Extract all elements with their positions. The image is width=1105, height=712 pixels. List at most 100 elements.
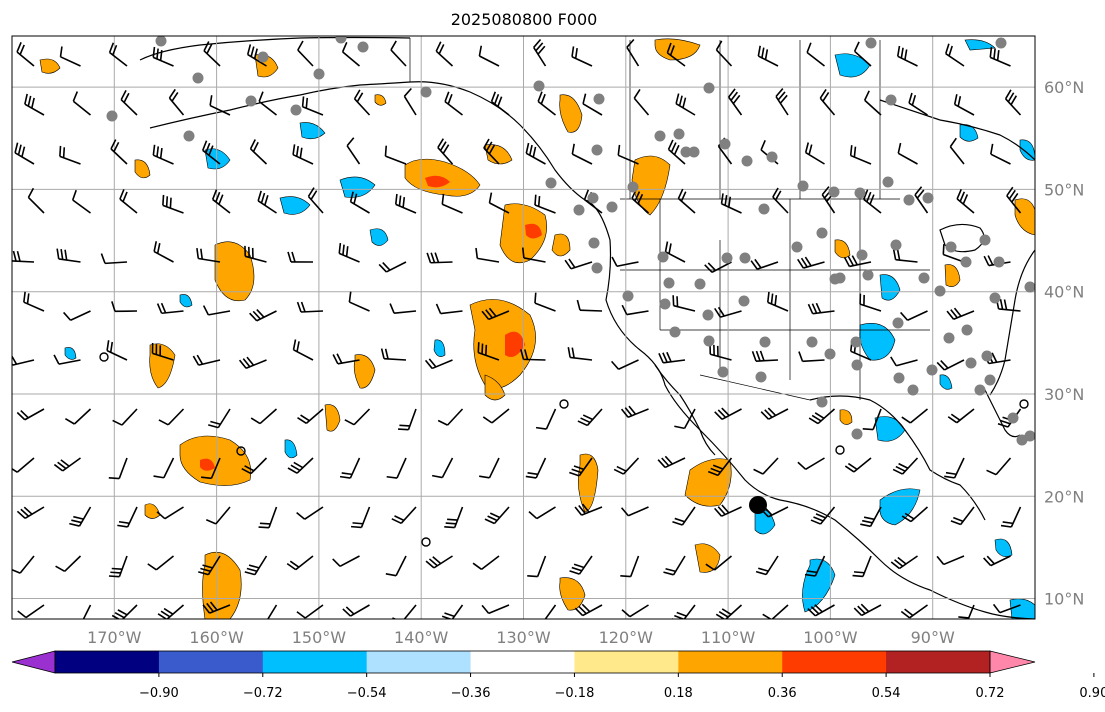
anomaly-blob [994,538,1013,557]
station-marker [155,36,167,47]
anomaly-blob [64,347,77,360]
station-marker [739,252,751,264]
wind-barb [989,46,1011,67]
wind-barb [992,603,1021,614]
wind-barb [574,503,603,516]
wind-barb [490,91,510,116]
colorbar-tick-label: 0.54 [872,686,901,701]
wind-barb [441,193,463,214]
wind-barb [901,408,929,424]
colorbar-tick-label: −0.18 [555,686,595,701]
wind-barb [200,457,221,480]
wind-barb [807,302,835,315]
wind-barb [162,194,184,214]
colorbar-tick-label: 0.90 [1079,686,1105,701]
station-marker [943,332,955,344]
wind-barb [168,88,185,116]
wind-barb [849,145,872,165]
anomaly-blob [559,577,586,611]
wind-barb [525,142,546,165]
anomaly-core [200,458,215,471]
station-marker [593,93,605,105]
station-marker [828,186,840,198]
wind-barb [707,457,733,477]
wind-barb [111,301,138,313]
wind-barb [621,304,649,316]
wind-barb [82,604,92,619]
anomaly-blob [879,274,901,301]
station-marker [961,324,973,336]
station-marker [806,336,818,348]
wind-barb [108,457,128,480]
map-title: 2025080800 F000 [450,10,598,29]
station-marker [573,204,585,216]
wind-barb [69,506,92,527]
wind-barb [949,137,965,165]
wind-barb [663,555,686,576]
anomaly-blob [179,435,252,486]
wind-barb [750,258,779,270]
coastline-alaska-north [139,36,411,61]
anomaly-blob [179,294,193,308]
wind-barb [863,90,882,116]
station-marker [257,51,269,63]
wind-barb [810,506,836,525]
wind-barb [946,307,975,320]
wind-barb [477,342,500,361]
anomaly-blob [964,39,996,51]
station-marker [694,278,706,290]
wind-barb [953,94,975,116]
station-marker [627,181,639,193]
wind-barb [297,408,324,425]
latitude-label: 50°N [1044,180,1084,199]
station-marker [622,290,634,302]
wind-barb [380,348,407,361]
wind-barb [481,604,510,615]
wind-barb [244,245,267,263]
station-marker [850,336,862,348]
anomaly-blob [469,299,536,389]
station-marker [862,269,874,281]
wind-barb [797,457,825,470]
open-circle-marker [559,399,569,409]
wind-barb [151,342,174,361]
wind-barb [950,506,975,526]
wind-barb [705,555,733,571]
wind-barb [479,457,500,479]
wind-barb [674,408,696,430]
wind-barb [666,42,686,67]
wind-barb [384,145,407,165]
wind-barb [806,42,825,67]
wind-barb [249,309,277,322]
wind-barb [63,310,91,321]
colorbar-extend-low [11,650,56,674]
colorbar-bin [366,651,472,673]
wind-barb [908,92,928,116]
station-marker [738,295,750,307]
wind-barb [341,41,361,67]
latitude-label: 40°N [1044,283,1084,302]
wind-barb [535,408,557,430]
longitude-labels: 170°W 160°W 150°W 140°W 130°W 120°W 110°W 100°W… [87,628,955,647]
wind-barb [348,291,370,312]
station-marker [657,251,669,263]
wind-barb [23,291,45,312]
wind-barb [942,244,965,263]
wind-barb [1006,186,1022,214]
station-marker [926,364,938,376]
colorbar-bin [262,651,368,673]
wind-barb [1004,89,1022,116]
colorbar-tick-label: −0.72 [243,686,283,701]
wind-barb [55,555,82,572]
station-marker [703,335,715,347]
wind-barb [751,350,779,362]
wind-barb [564,258,593,270]
anomaly-blob [324,404,341,432]
longitude-label: 140°W [394,628,449,647]
wind-barb [525,457,547,479]
anomaly-core [505,331,525,358]
open-circle-marker [99,352,109,362]
wind-barb [990,143,1011,165]
border-line [699,374,811,401]
wind-barb [760,407,789,420]
